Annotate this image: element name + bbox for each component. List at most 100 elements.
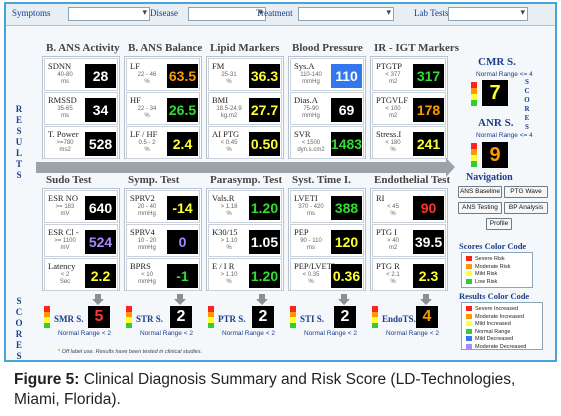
metric-value: 640 <box>88 199 113 216</box>
risk-bar-segment <box>126 306 132 312</box>
metric-rmssd: RMSSD 35-65 ms 34 <box>44 92 118 125</box>
vertical-letter: L <box>15 148 22 158</box>
legend-label: Mild Increased <box>475 321 511 327</box>
metric-name: SPRV2 <box>130 193 155 203</box>
filter-select-lab-tests[interactable] <box>448 7 528 21</box>
nav-button-ptg-wave[interactable]: PTG Wave <box>504 186 548 198</box>
risk-bar-segment <box>208 322 214 328</box>
metric-name: Stress.I <box>376 129 402 139</box>
metric-value: 0 <box>178 233 187 250</box>
metric-range: < 10 <box>141 272 153 278</box>
metric-name: AI PTG <box>212 129 240 139</box>
metric-range: >= 1100 <box>54 238 76 244</box>
metric-range: < 100 <box>385 106 401 112</box>
metric-value-box: 110 <box>331 63 362 88</box>
vertical-letter: C <box>15 307 23 317</box>
filter-label-treatment: Treatment <box>256 8 293 18</box>
vertical-letter: S <box>525 123 529 131</box>
vertical-letter: S <box>16 296 22 306</box>
filter-select-treatment[interactable] <box>298 7 394 21</box>
risk-bar-segment <box>372 322 378 328</box>
metric-value-box: 528 <box>85 131 116 156</box>
risk-bar-segment <box>372 306 378 312</box>
metric-name: SVR <box>294 129 311 139</box>
footnote: * Off label use. Results have been teste… <box>58 349 202 355</box>
cmr-score-value: 7 <box>482 80 508 106</box>
figure-caption: Figure 5: Clinical Diagnosis Summary and… <box>14 371 516 408</box>
nav-button-ans-baseline[interactable]: ANS Baseline <box>458 186 502 198</box>
filter-label-symptoms: Symptoms <box>12 8 51 18</box>
score-normal-range: Normal Range < 2 <box>304 330 357 337</box>
metric-range: ms <box>307 211 315 217</box>
metric-range: % <box>226 79 232 85</box>
risk-bar-segment <box>126 311 132 317</box>
metric-value-box: 317 <box>413 63 444 88</box>
metric-range: 10 - 20 <box>137 238 157 244</box>
filter-label-disease: Disease <box>150 8 178 18</box>
risk-bar <box>208 306 214 328</box>
metric-name: SDNN <box>48 61 72 71</box>
metric-name: Dias.A <box>294 95 318 105</box>
score-value-box: 4 <box>416 306 438 328</box>
legend-label: Moderate Increased <box>475 313 524 320</box>
metric-sdnn: SDNN 40-80 ms 28 <box>44 58 118 91</box>
metric-value-box: 27.7 <box>249 97 280 122</box>
metric-range: 40-80 <box>57 72 73 78</box>
risk-bar-segment <box>44 322 50 328</box>
down-arrow-icon <box>338 294 350 305</box>
risk-bar-segment <box>290 322 296 328</box>
metric-range: % <box>308 279 314 285</box>
anr-normal-range: Normal Range <= 4 <box>476 132 533 139</box>
metric-range: % <box>226 147 232 153</box>
metric-value: 28 <box>92 67 109 84</box>
nav-button-profile[interactable]: Profile <box>486 218 512 230</box>
metric-t-power: T. Power >=780 ms2 528 <box>44 126 118 159</box>
metric-range: > 1.10 <box>220 272 238 278</box>
section-title-lipid-markers: Lipid Markers <box>210 42 280 54</box>
metric-range: % <box>390 279 396 285</box>
risk-bar <box>290 306 296 328</box>
vertical-letter: R <box>524 105 530 113</box>
cmr-normal-range: Normal Range <= 4 <box>476 71 533 78</box>
section-title-ir-igt-markers: IR - IGT Markers <box>374 42 460 54</box>
metric-ri: RI < 45% 90 <box>372 190 446 223</box>
score-value-box: 5 <box>88 306 110 328</box>
metric-name: PTG I <box>376 227 398 237</box>
metric-range: mV <box>60 245 70 251</box>
metric-range: % <box>226 279 232 285</box>
legend-label: Normal Range <box>475 328 511 335</box>
metric-value: 524 <box>88 233 113 250</box>
filter-select-symptoms[interactable] <box>68 7 150 21</box>
metric-ptgtp: PTGTP < 377 m2 317 <box>372 58 446 91</box>
metric-value: 27.7 <box>250 101 279 118</box>
metric-value-box: -14 <box>167 195 198 220</box>
vertical-letter: O <box>524 96 530 104</box>
legend-item-mild-risk: Mild Risk <box>466 271 497 278</box>
metric-range: 20 - 40 <box>137 204 157 210</box>
nav-button-ans-testing[interactable]: ANS Testing <box>458 202 502 214</box>
filter-select-disease[interactable] <box>188 7 266 21</box>
metric-name: PEP/LVETI <box>294 261 335 271</box>
metric-value: 1.20 <box>250 199 279 216</box>
metric-fm: FM 25-31% 36.3 <box>208 58 282 91</box>
metric-range: < 2 <box>60 272 70 278</box>
metric-name: PTGVLF <box>376 95 409 105</box>
section-panel-symp-test: SPRV2 20 - 40 mmHg -14 SPRV4 10 - 20 mmHg 0 BPRS… <box>124 188 202 291</box>
metric-value: 2.3 <box>418 267 439 284</box>
metric-name: FM <box>212 61 225 71</box>
metric-range: ms <box>61 79 69 85</box>
metric-value: 241 <box>416 135 441 152</box>
risk-bar-segment <box>126 317 132 323</box>
metric-name: ESR NO <box>48 193 78 203</box>
metric-range: mmHg <box>302 79 320 85</box>
risk-bar-segment <box>44 317 50 323</box>
metric-sprv4: SPRV4 10 - 20 mmHg 0 <box>126 224 200 257</box>
metric-range: 0.5 - 2 <box>138 140 156 146</box>
legend-label: Moderate Decreased <box>475 343 527 350</box>
nav-button-bp-analysis[interactable]: BP Analysis <box>504 202 548 214</box>
legend-swatch <box>466 321 472 326</box>
legend-swatch <box>466 278 472 284</box>
